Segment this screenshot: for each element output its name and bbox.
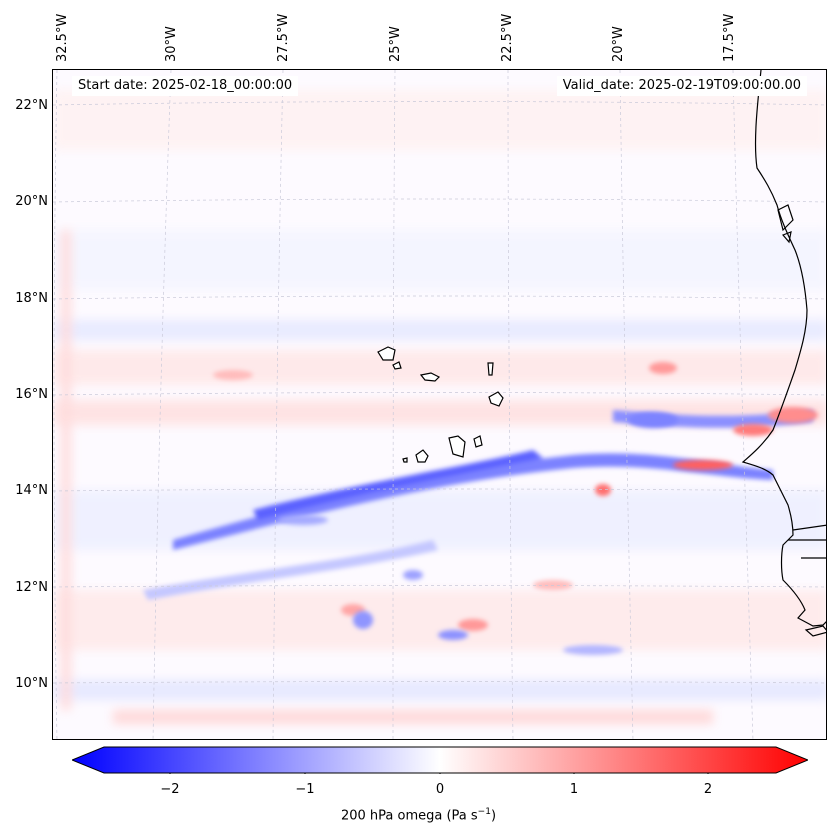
lon-label-32-5w: 32.5°W [55, 13, 70, 62]
lat-label-10n: 10°N [15, 676, 48, 691]
colorbar-tick-neg1: −1 [295, 782, 315, 797]
colorbar-tick-0: 0 [435, 782, 445, 797]
lat-label-20n: 20°N [15, 194, 48, 209]
lon-label-17-5w: 17.5°W [722, 13, 737, 62]
colorbar-label-exponent: −1 [477, 807, 491, 817]
colorbar-label-end: ) [490, 808, 497, 824]
colorbar-tick-neg2: −2 [160, 782, 180, 797]
omega-field [53, 70, 826, 739]
lat-label-18n: 18°N [15, 291, 48, 306]
lon-label-27-5w: 27.5°W [276, 13, 291, 62]
start-date-label: Start date: 2025-02-18_00:00:00 [72, 76, 299, 96]
lat-label-16n: 16°N [15, 387, 48, 402]
valid-date-label: Valid_date: 2025-02-19T09:00:00.00 [556, 76, 807, 96]
omega-map [52, 69, 827, 740]
colorbar [72, 746, 808, 774]
lon-label-25w: 25°W [388, 26, 403, 62]
cape-verde-islands [377, 346, 504, 463]
lat-label-14n: 14°N [15, 483, 48, 498]
colorbar-tick-1: 1 [569, 782, 579, 797]
colorbar-label: 200 hPa omega (Pa s−1) [0, 807, 837, 823]
lon-label-20w: 20°W [611, 26, 626, 62]
graticule [53, 70, 826, 739]
lon-label-30w: 30°W [164, 26, 179, 62]
coastline [741, 70, 826, 637]
lon-label-22-5w: 22.5°W [500, 13, 515, 62]
lat-label-22n: 22°N [15, 98, 48, 113]
colorbar-tick-2: 2 [703, 782, 713, 797]
colorbar-label-main: 200 hPa omega (Pa s [340, 808, 478, 824]
lat-label-12n: 12°N [15, 580, 48, 595]
